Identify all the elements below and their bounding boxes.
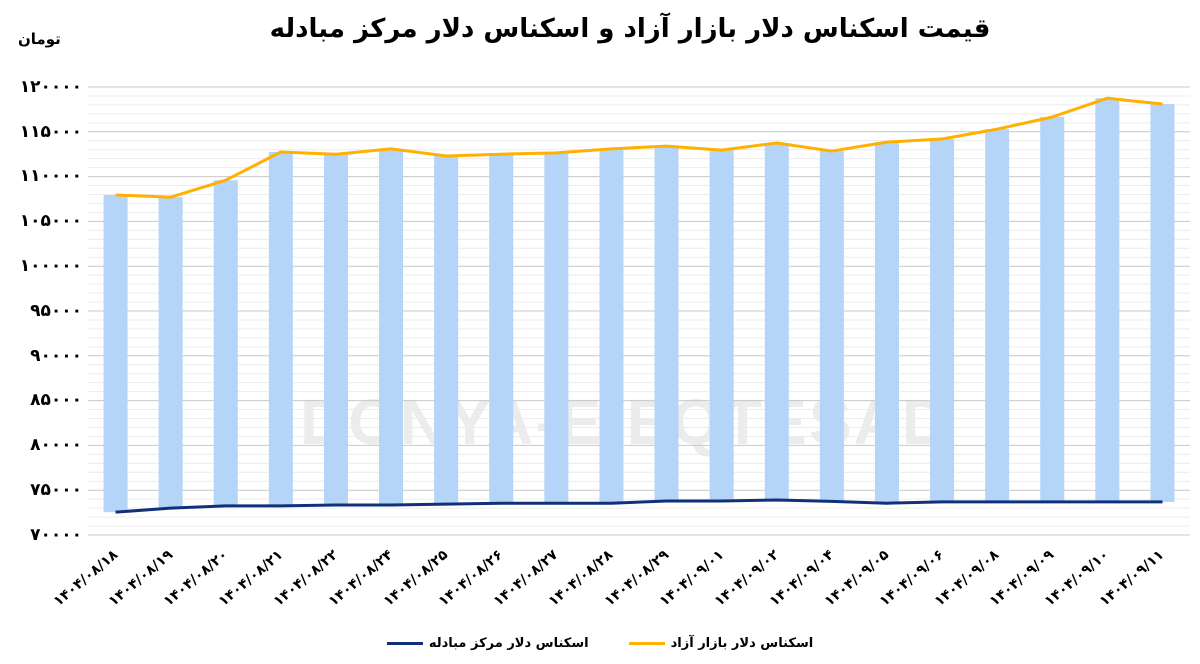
y-tick: ۱۲۰۰۰۰	[19, 77, 82, 97]
legend-item-exchange-center: اسکناس دلار مرکز مبادله	[386, 636, 589, 651]
range-bar	[268, 151, 293, 506]
range-bar	[489, 154, 514, 504]
range-bar	[1150, 104, 1175, 502]
range-bar	[158, 197, 183, 509]
y-axis-unit-label: تومان	[18, 30, 61, 48]
range-bar	[709, 150, 734, 501]
legend: اسکناس دلار بازار آزاد اسکناس دلار مرکز …	[0, 636, 1200, 651]
y-tick: ۱۱۵۰۰۰	[19, 122, 82, 142]
range-bar	[819, 151, 844, 502]
legend-label: اسکناس دلار بازار آزاد	[670, 636, 814, 651]
y-tick: ۸۰۰۰۰	[30, 435, 82, 455]
y-tick: ۹۰۰۰۰	[30, 346, 82, 366]
y-tick: ۷۰۰۰۰	[30, 525, 82, 545]
range-bar	[930, 138, 955, 502]
y-tick: ۸۵۰۰۰	[30, 390, 82, 410]
range-bar	[874, 142, 899, 504]
range-bar	[323, 154, 348, 505]
range-bar	[213, 180, 238, 506]
exchange-center-line	[115, 498, 1163, 514]
y-tick: ۹۵۰۰۰	[30, 301, 82, 321]
free-market-line	[115, 96, 1163, 199]
range-bar	[654, 146, 679, 501]
range-bar	[379, 148, 404, 505]
y-tick: ۱۱۰۰۰۰	[19, 166, 82, 186]
y-tick: ۷۵۰۰۰	[30, 480, 82, 500]
range-bar	[434, 155, 459, 505]
range-bar	[985, 129, 1010, 502]
chart-title: قیمت اسکناس دلار بازار آزاد و اسکناس دلا…	[269, 14, 991, 44]
range-bar	[1040, 117, 1065, 502]
y-tick: ۱۰۰۰۰۰	[19, 256, 82, 276]
legend-label: اسکناس دلار مرکز مبادله	[428, 636, 589, 651]
y-tick: ۱۰۵۰۰۰	[19, 211, 82, 231]
range-bar	[544, 152, 569, 504]
legend-item-free-market: اسکناس دلار بازار آزاد	[628, 636, 814, 651]
legend-swatch-free-market	[628, 642, 665, 645]
range-bar	[103, 194, 128, 513]
range-bar	[764, 143, 789, 501]
range-bar	[599, 148, 624, 504]
range-bar	[1095, 98, 1120, 502]
legend-swatch-exchange-center	[386, 642, 423, 645]
